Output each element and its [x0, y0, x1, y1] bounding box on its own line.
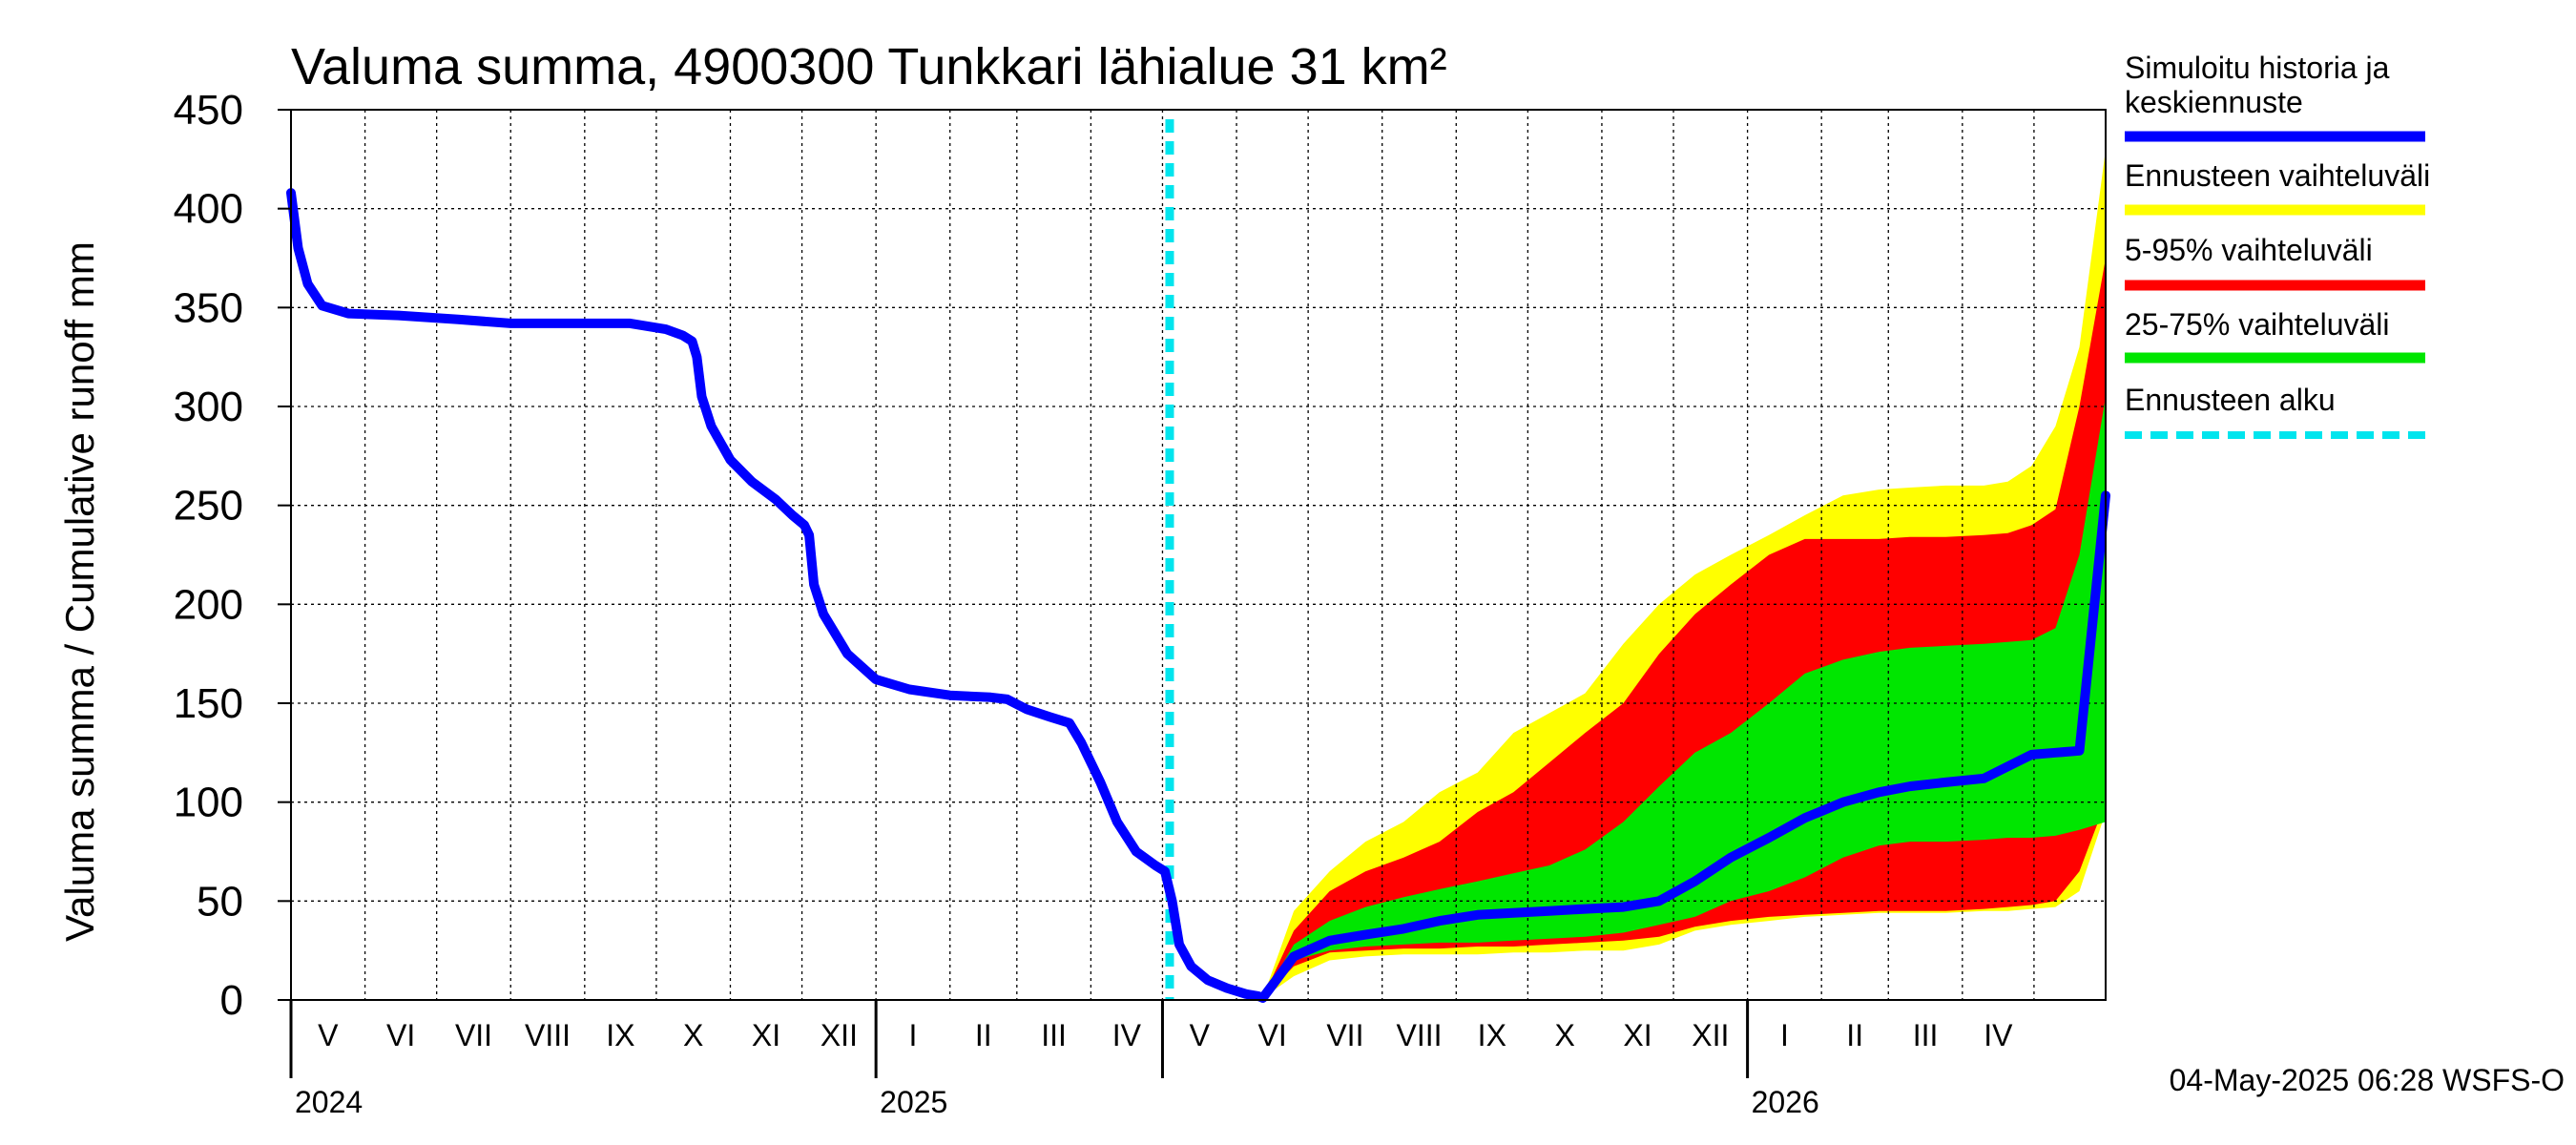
y-tick-100: 100	[174, 780, 243, 826]
month-label-5: IX	[606, 1018, 634, 1052]
month-label-12: IV	[1112, 1018, 1142, 1052]
month-label-23: III	[1913, 1018, 1939, 1052]
y-axis-label: Valuma summa / Cumulative runoff mm	[57, 241, 102, 942]
grid-lines	[291, 109, 2106, 1000]
month-label-24: IV	[1984, 1018, 2013, 1052]
month-label-22: II	[1846, 1018, 1863, 1052]
month-label-15: VII	[1326, 1018, 1363, 1052]
legend-label-5: Ennusteen alku	[2125, 383, 2336, 417]
month-label-4: VIII	[525, 1018, 571, 1052]
forecast-mean-line	[1257, 490, 2110, 1003]
y-tick-400: 400	[174, 186, 243, 233]
year-label-2024: 2024	[295, 1085, 363, 1119]
chart-title: Valuma summa, 4900300 Tunkkari lähialue …	[291, 38, 1447, 95]
month-label-6: X	[683, 1018, 703, 1052]
timestamp-label: 04-May-2025 06:28 WSFS-O	[2170, 1063, 2565, 1097]
month-label-14: VI	[1257, 1018, 1286, 1052]
y-tick-350: 350	[174, 284, 243, 331]
month-label-13: V	[1190, 1018, 1211, 1052]
y-tick-0: 0	[220, 977, 243, 1024]
axes	[289, 109, 2107, 1078]
month-label-7: XI	[752, 1018, 780, 1052]
month-label-11: III	[1041, 1018, 1067, 1052]
month-label-2: VI	[386, 1018, 415, 1052]
y-tick-300: 300	[174, 384, 243, 430]
history-line	[286, 188, 1268, 1003]
plot-frame	[290, 109, 2107, 1001]
legend-label-3: 5-95% vaihteluväli	[2125, 233, 2373, 267]
year-label-2025: 2025	[880, 1085, 947, 1119]
legend-label-4: 25-75% vaihteluväli	[2125, 307, 2390, 342]
y-tick-450: 450	[174, 87, 243, 134]
month-label-16: VIII	[1396, 1018, 1442, 1052]
month-label-19: XI	[1623, 1018, 1652, 1052]
y-tick-150: 150	[174, 680, 243, 727]
series-lines	[286, 119, 2110, 1003]
month-label-1: V	[318, 1018, 339, 1052]
year-label-2026: 2026	[1752, 1085, 1819, 1119]
y-tick-labels: 0 50 100 150 200 250 300 350 400 450	[174, 87, 291, 1024]
legend-label-2: Ennusteen vaihteluväli	[2125, 158, 2430, 193]
y-tick-200: 200	[174, 581, 243, 628]
month-label-10: II	[975, 1018, 992, 1052]
month-label-3: VII	[455, 1018, 492, 1052]
month-label-8: XII	[821, 1018, 858, 1052]
y-tick-50: 50	[197, 878, 243, 925]
month-label-18: X	[1555, 1018, 1575, 1052]
month-label-9: I	[908, 1018, 917, 1052]
legend-label-1-line1: Simuloitu historia ja	[2125, 51, 2390, 85]
month-label-20: XII	[1692, 1018, 1729, 1052]
legend-label-1-line2: keskiennuste	[2125, 85, 2303, 119]
x-tick-labels: V VI VII VIII IX X XI XII I II III IV V VI VII VIII IX X X…	[295, 1018, 2013, 1119]
month-label-17: IX	[1478, 1018, 1506, 1052]
y-tick-250: 250	[174, 483, 243, 530]
month-label-21: I	[1780, 1018, 1789, 1052]
